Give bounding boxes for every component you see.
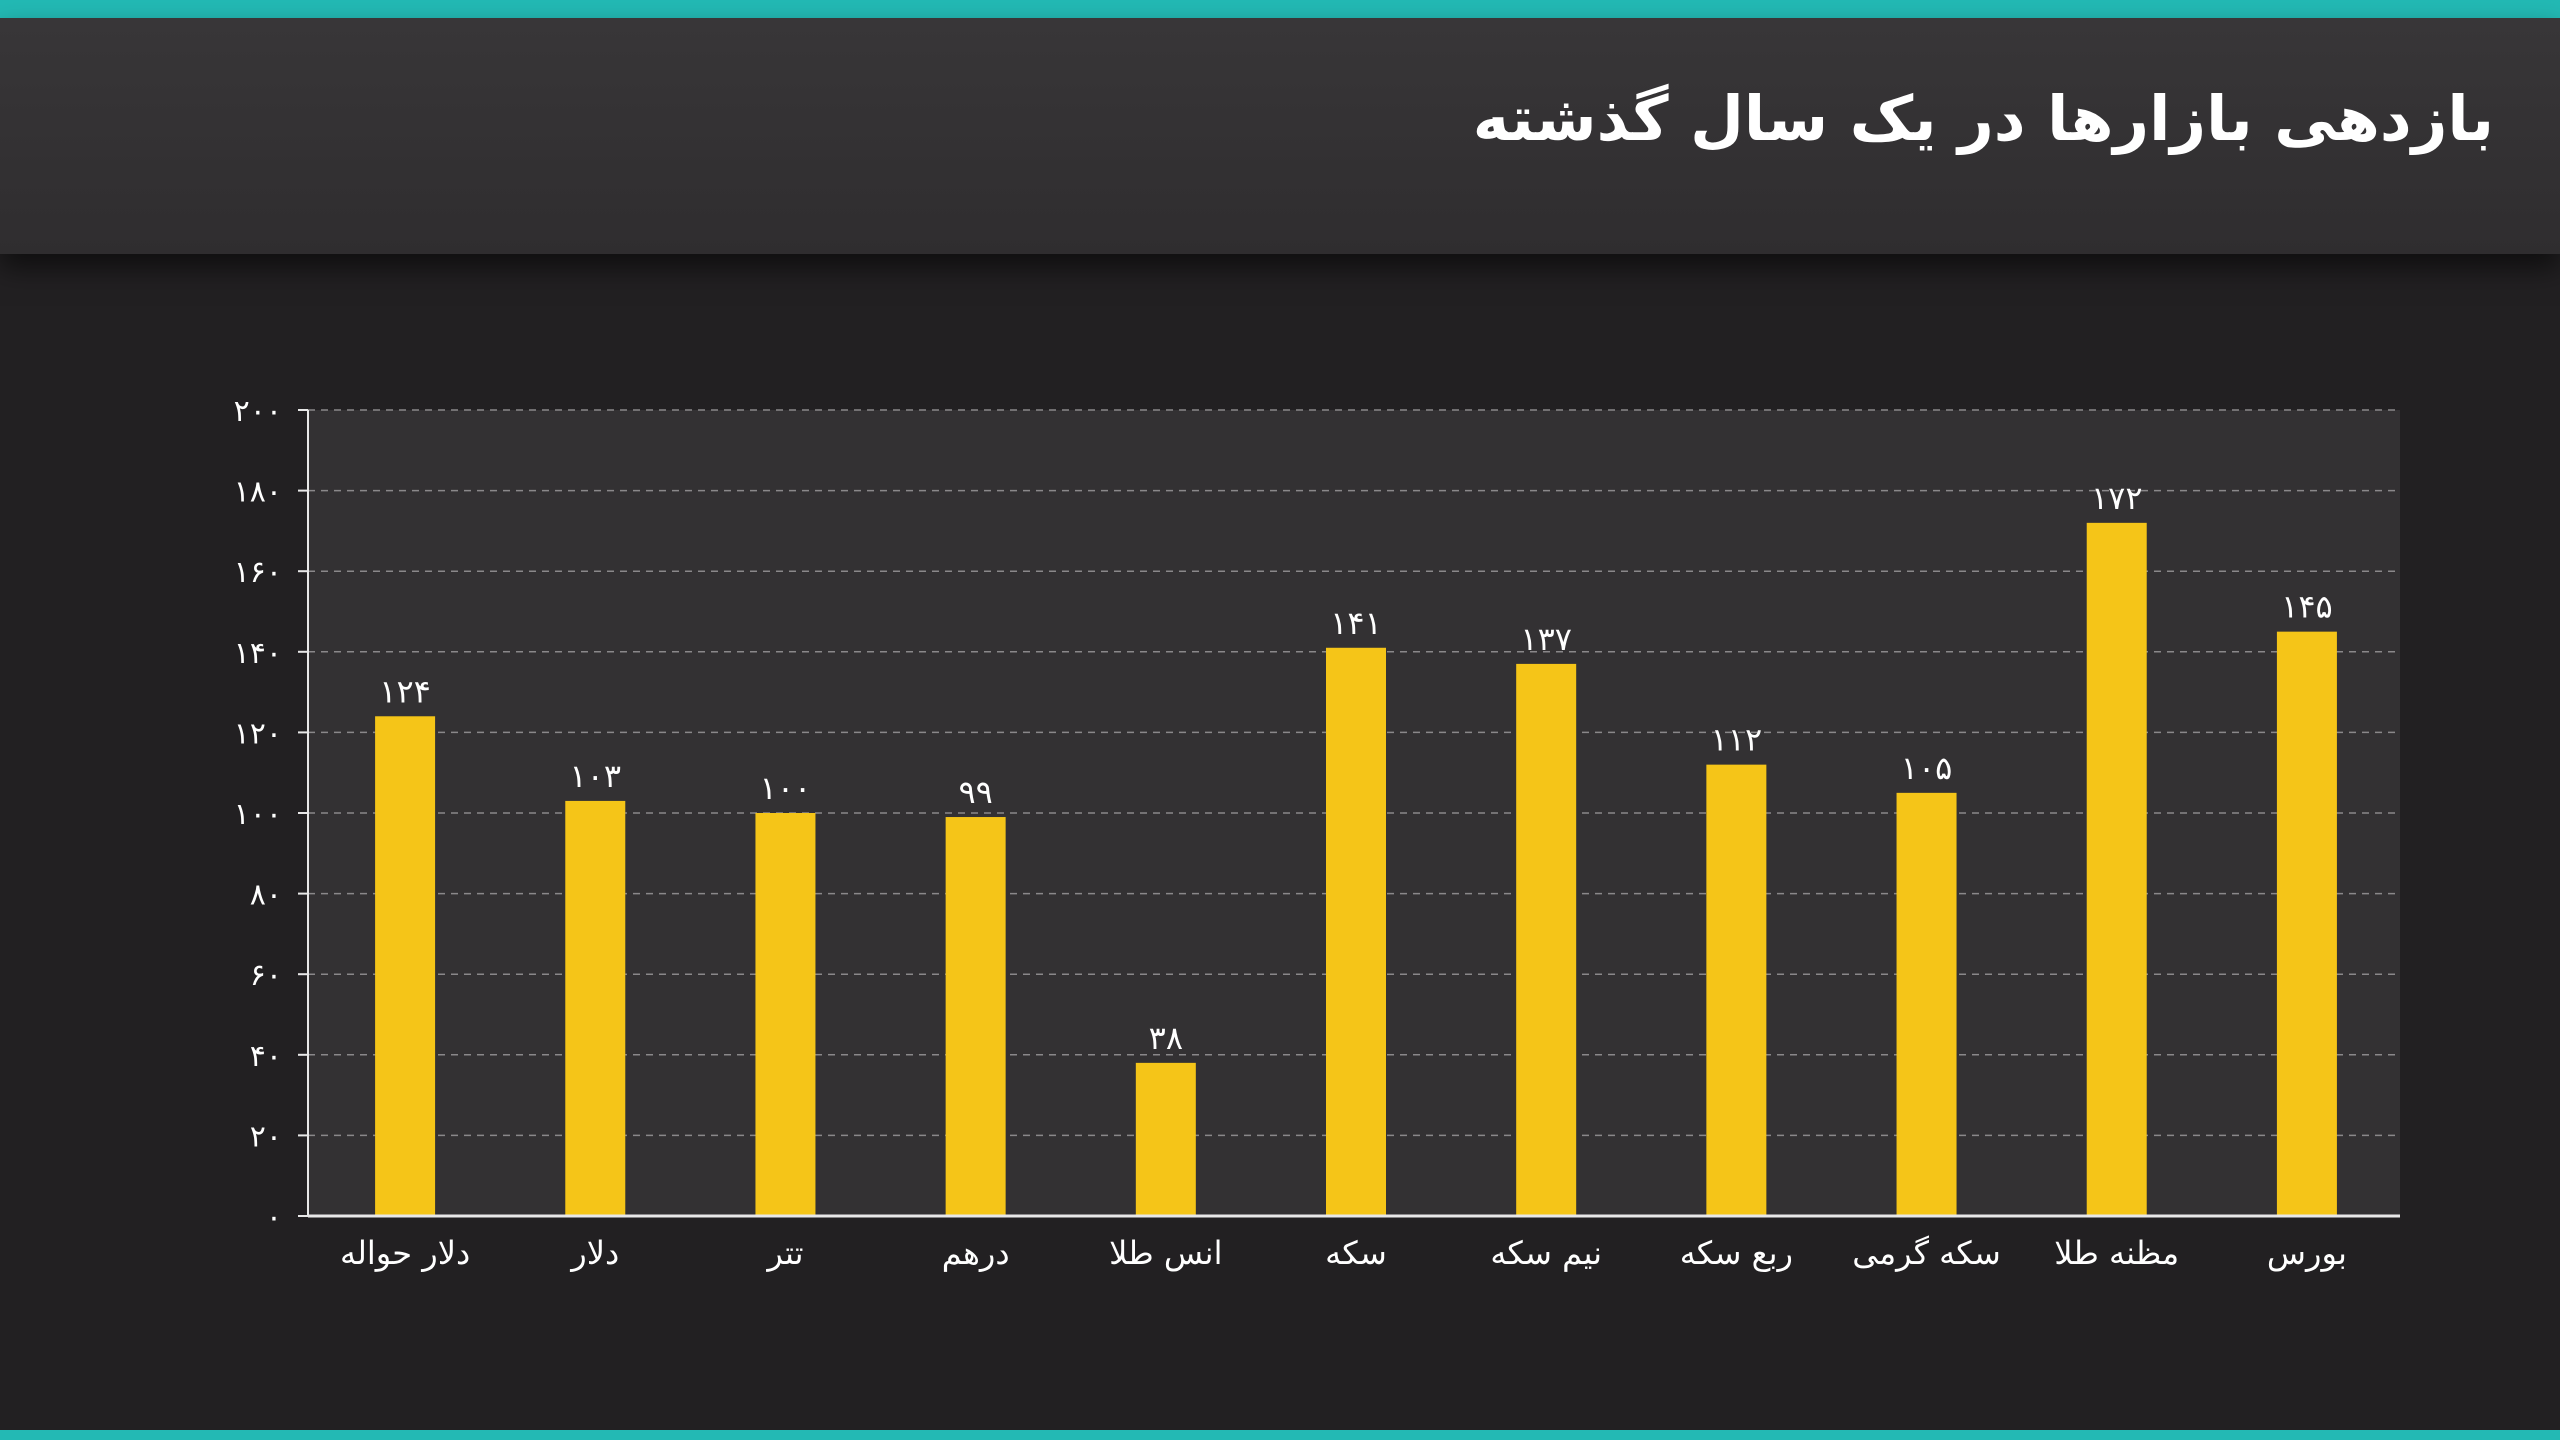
bar-value-label: ۱۴۱ [1330, 604, 1382, 642]
bar-value-label: ۱۴۵ [2281, 588, 2333, 626]
bar [2276, 631, 2337, 1216]
bar-value-label: ۹۹ [958, 773, 992, 811]
bar [1326, 647, 1386, 1216]
y-tick-label: ۲۰۰ [234, 394, 282, 429]
bar [755, 813, 816, 1216]
y-tick-label: ۲۰ [250, 1119, 282, 1154]
category-label: دلار حواله [340, 1234, 470, 1272]
y-tick-label: ۶۰ [250, 958, 282, 993]
category-label: مظنه طلا [2054, 1234, 2179, 1272]
y-tick-label: ۱۲۰ [234, 716, 282, 751]
value-labels: ۱۲۴ ۱۰۳ ۱۰۰ ۹۹ ۳۸ ۱۴۱ ۱۳۷ ۱۱۲ ۱۰۵ ۱۷۲ ۱۴۵ [379, 479, 2332, 1057]
bar [1135, 1062, 1196, 1216]
bar-value-label: ۱۰۰ [760, 769, 812, 807]
bar-value-label: ۱۳۷ [1520, 620, 1572, 658]
category-label: بورس [2267, 1234, 2347, 1272]
bar-value-label: ۱۲۴ [379, 672, 431, 710]
bar [2086, 522, 2147, 1216]
category-label: ربع سکه [1680, 1234, 1793, 1272]
category-label: نیم سکه [1490, 1234, 1602, 1272]
y-tick-label: ۱۴۰ [234, 636, 282, 671]
y-tick-label: ۸۰ [250, 878, 282, 913]
bar-value-label: ۱۰۵ [1901, 749, 1953, 787]
y-axis-ticks: ۰ ۲۰ ۴۰ ۶۰ ۸۰ ۱۰۰ ۱۲۰ ۱۴۰ ۱۶۰ ۱۸۰ ۲۰۰ [234, 394, 308, 1235]
y-tick-label: ۱۸۰ [234, 475, 282, 510]
bar-value-label: ۱۱۲ [1711, 721, 1763, 759]
bar [945, 817, 1006, 1216]
bar [375, 716, 436, 1216]
y-tick-label: ۱۰۰ [234, 797, 282, 832]
bar-value-label: ۳۸ [1149, 1019, 1183, 1057]
page-title: بازدهی بازارها در یک سال گذشته [1472, 82, 2494, 155]
bars [375, 522, 2337, 1216]
bar [565, 800, 626, 1216]
bar-value-label: ۱۷۲ [2091, 479, 2143, 517]
bar [1896, 792, 1957, 1216]
category-label: سکه گرمی [1852, 1234, 2001, 1272]
bar [1706, 764, 1767, 1216]
bottom-accent-stripe [0, 1430, 2560, 1440]
category-label: درهم [942, 1234, 1010, 1272]
bar-value-label: ۱۰۳ [569, 757, 621, 795]
header-bar: بازدهی بازارها در یک سال گذشته [0, 18, 2560, 254]
category-labels: دلار حواله دلار تتر درهم انس طلا سکه نیم سکه رب… [340, 1234, 2347, 1272]
y-tick-label: ۱۶۰ [234, 555, 282, 590]
category-label: دلار [569, 1234, 619, 1272]
category-label: تتر [765, 1234, 803, 1272]
y-tick-label: ۰ [266, 1200, 282, 1235]
category-label: سکه [1325, 1234, 1387, 1272]
bar [1516, 663, 1577, 1216]
y-tick-label: ۴۰ [250, 1039, 282, 1074]
top-accent-stripe [0, 0, 2560, 18]
category-label: انس طلا [1109, 1234, 1222, 1272]
